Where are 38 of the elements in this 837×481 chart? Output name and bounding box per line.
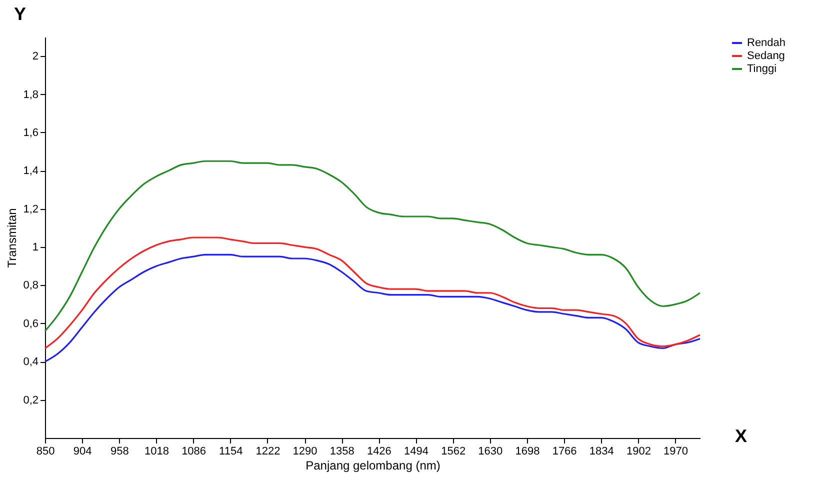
y-tick-label: 1,4 <box>23 165 38 178</box>
line-series <box>44 236 701 350</box>
text: X <box>735 426 748 447</box>
x-tick-label: 904 <box>73 446 92 458</box>
x-tick-label: 958 <box>110 446 129 458</box>
legend-label: Rendah <box>747 37 786 49</box>
x-tick-label: 1630 <box>478 446 503 458</box>
y-tick-label: 1,6 <box>23 126 38 139</box>
x-tick-label: 1018 <box>144 446 169 458</box>
x-tick-label: 1562 <box>441 446 466 458</box>
x-axis-title: Panjang gelombang (nm) <box>306 458 440 472</box>
x-tick-label: 1358 <box>330 446 354 458</box>
line-series <box>44 160 701 332</box>
x-tick-label: 1154 <box>219 446 243 458</box>
x-tick-label: 1766 <box>552 446 577 458</box>
text: Y <box>14 4 26 25</box>
x-tick-label: 1698 <box>515 446 540 458</box>
y-tick-label: 1 <box>32 242 38 254</box>
y-tick-label: 1,2 <box>23 203 38 216</box>
y-tick-label: 0,4 <box>23 356 38 368</box>
x-tick-label: 1222 <box>256 446 280 458</box>
y-tick-label: 0,6 <box>23 318 38 330</box>
y-axis-title: Transmitan <box>5 208 20 268</box>
x-tick-label: 1494 <box>404 446 428 458</box>
y-tick-label: 0,2 <box>23 394 38 406</box>
x-tick-label: 1290 <box>292 446 318 458</box>
x-tick-label: 1834 <box>589 446 614 458</box>
x-tick-label: 1970 <box>664 446 688 458</box>
x-tick-label: 1086 <box>182 446 206 458</box>
y-tick-label: 1,8 <box>23 88 38 101</box>
line-series <box>44 254 701 362</box>
x-tick-label: 1902 <box>626 446 651 458</box>
y-tick-label: 2 <box>32 50 38 63</box>
y-tick-label: 0,8 <box>23 280 38 292</box>
legend-label: Tinggi <box>747 63 777 75</box>
x-tick-label: 1426 <box>366 446 392 458</box>
x-tick-label: 850 <box>36 446 55 458</box>
legend-label: Sedang <box>747 50 785 62</box>
